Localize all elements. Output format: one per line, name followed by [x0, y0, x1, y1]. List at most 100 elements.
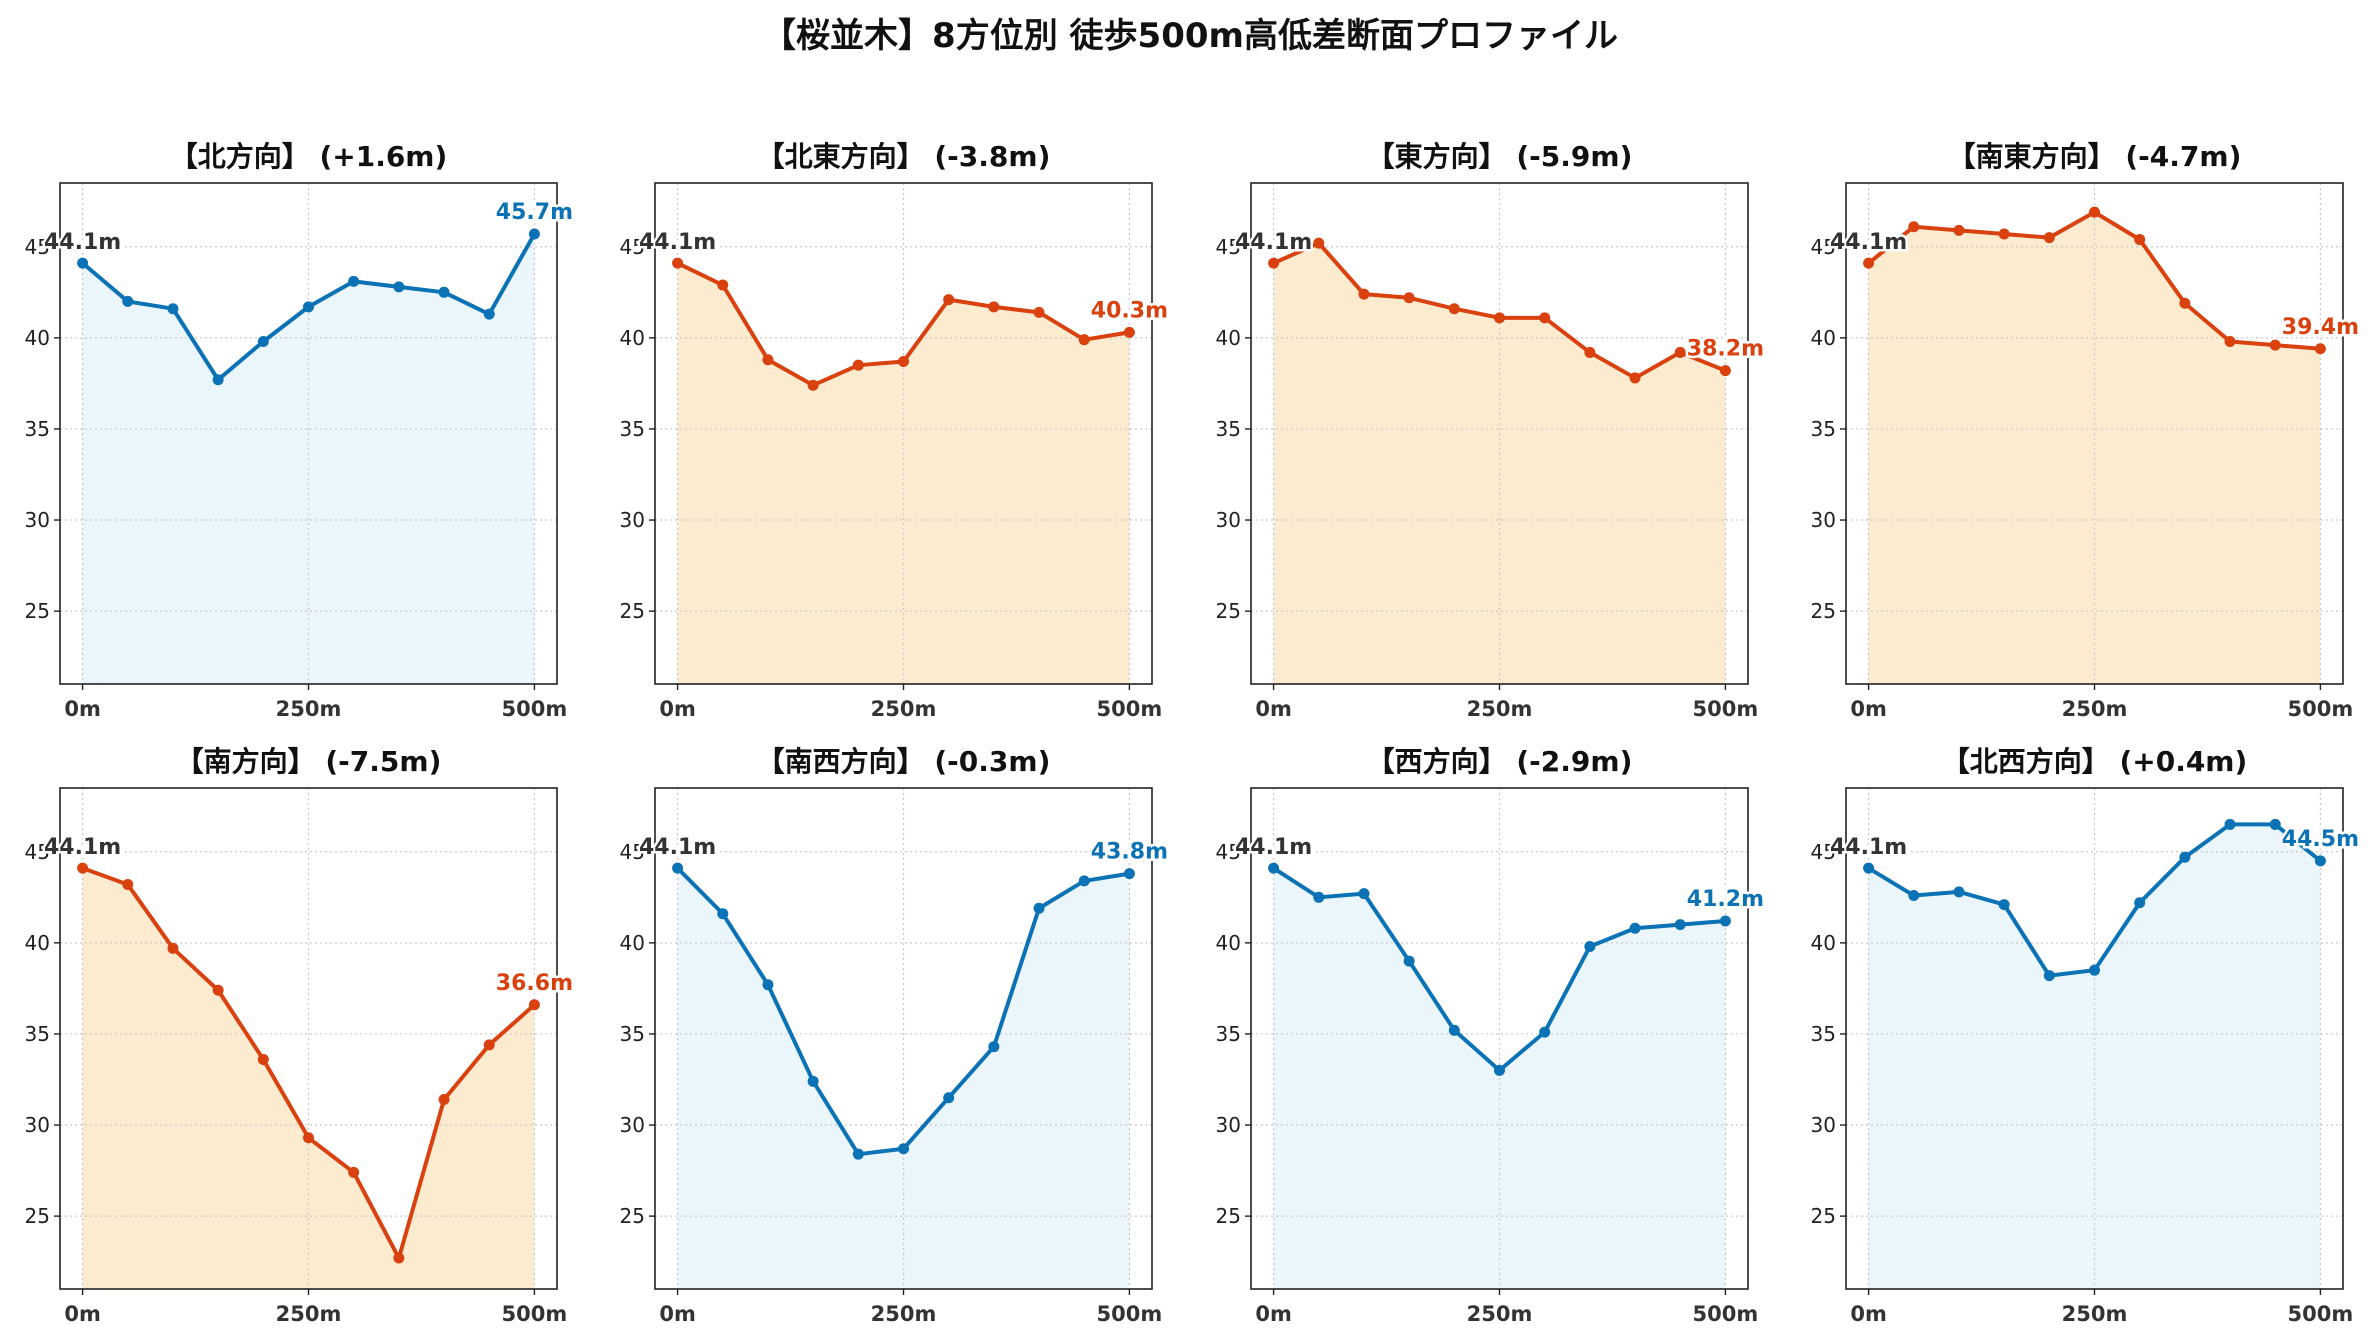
panel-title: 【北東方向】 (-3.8m) [757, 140, 1051, 173]
data-point [1908, 889, 1920, 901]
data-point [257, 335, 269, 347]
y-tick-label: 35 [620, 1022, 645, 1046]
data-point [2043, 970, 2055, 982]
area-fill [1868, 824, 2321, 1289]
x-tick-label: 250m [871, 1302, 937, 1326]
start-label: 44.1m [1830, 835, 1907, 860]
data-point [348, 1166, 360, 1178]
start-label: 44.1m [1830, 230, 1907, 255]
panel-1: 25 30 35 40 45 0m 250m 500m 44.1m 45.7m 【北方向】 (+1.… [25, 140, 576, 721]
data-point [1998, 899, 2010, 911]
data-point [762, 979, 774, 991]
y-tick-label: 45 [25, 235, 50, 259]
data-point [2224, 818, 2236, 830]
panel-5: 25 30 35 40 45 0m 250m 500m 44.1m 36.6m 【南方向】 (-7.… [25, 745, 576, 1326]
x-tick-label: 250m [871, 697, 937, 721]
data-point [943, 1092, 955, 1104]
data-point [1494, 1064, 1505, 1076]
start-label: 44.1m [1235, 230, 1312, 255]
data-point [1123, 868, 1135, 880]
data-point [348, 275, 360, 287]
data-point [1953, 224, 1965, 236]
y-tick-label: 30 [620, 508, 645, 532]
end-label: 38.2m [1687, 337, 1764, 362]
x-tick-label: 250m [2062, 697, 2128, 721]
y-tick-label: 40 [1216, 326, 1241, 350]
x-tick-label: 500m [1097, 697, 1163, 721]
data-point [303, 301, 314, 313]
data-point [1078, 875, 1090, 887]
x-tick-label: 250m [276, 1302, 342, 1326]
data-point [672, 257, 684, 269]
data-point [1629, 922, 1641, 934]
panel-3: 25 30 35 40 45 0m 250m 500m 44.1m 38.2m 【東方向】 (-5.… [1216, 140, 1767, 721]
data-point [122, 295, 134, 307]
data-point [898, 1143, 909, 1155]
data-point [1358, 288, 1370, 300]
data-point [1033, 902, 1045, 914]
panel-title: 【北西方向】 (+0.4m) [1942, 745, 2248, 778]
x-tick-label: 500m [1097, 1302, 1163, 1326]
start-label: 44.1m [44, 230, 121, 255]
x-tick-label: 0m [659, 697, 696, 721]
data-point [1674, 346, 1686, 358]
x-tick-label: 0m [1255, 1302, 1292, 1326]
data-point [1719, 915, 1731, 927]
x-tick-label: 500m [502, 1302, 568, 1326]
x-tick-label: 500m [2288, 1302, 2354, 1326]
y-tick-label: 25 [1811, 599, 1836, 623]
data-point [2089, 206, 2100, 218]
y-tick-label: 30 [1811, 508, 1836, 532]
data-point [1584, 346, 1596, 358]
end-label: 44.5m [2282, 827, 2359, 852]
y-tick-label: 35 [25, 1022, 50, 1046]
x-tick-label: 500m [1693, 1302, 1759, 1326]
panel-title: 【南西方向】 (-0.3m) [757, 745, 1051, 778]
y-tick-label: 30 [1216, 1113, 1241, 1137]
data-point [2179, 851, 2191, 863]
data-point [2089, 964, 2100, 976]
data-point [1123, 326, 1135, 338]
data-point [1863, 257, 1875, 269]
data-point [717, 908, 729, 920]
y-tick-label: 25 [620, 1204, 645, 1228]
end-label: 45.7m [496, 200, 573, 225]
data-point [1448, 1024, 1460, 1036]
y-tick-label: 45 [1216, 840, 1241, 864]
y-tick-label: 30 [1811, 1113, 1836, 1137]
y-tick-label: 40 [1811, 326, 1836, 350]
data-point [483, 308, 495, 320]
y-tick-label: 45 [1811, 235, 1836, 259]
data-point [1268, 862, 1280, 874]
data-point [77, 862, 89, 874]
y-tick-label: 25 [1216, 599, 1241, 623]
data-point [393, 281, 405, 293]
x-tick-label: 250m [1467, 697, 1533, 721]
y-tick-label: 35 [1216, 1022, 1241, 1046]
data-point [1448, 303, 1460, 315]
y-tick-label: 25 [1216, 1204, 1241, 1228]
panel-4: 25 30 35 40 45 0m 250m 500m 44.1m 39.4m 【南東方向】 (-4… [1811, 140, 2362, 721]
x-tick-label: 250m [1467, 1302, 1533, 1326]
y-tick-label: 35 [25, 417, 50, 441]
data-point [1908, 221, 1920, 233]
x-tick-label: 0m [1850, 697, 1887, 721]
data-point [212, 984, 224, 996]
data-point [2269, 818, 2281, 830]
data-point [988, 301, 1000, 313]
data-point [1674, 919, 1686, 931]
data-point [2043, 232, 2055, 244]
y-tick-label: 30 [1216, 508, 1241, 532]
data-point [717, 279, 729, 291]
y-tick-label: 45 [620, 235, 645, 259]
data-point [528, 999, 540, 1011]
end-label: 39.4m [2282, 315, 2359, 340]
data-point [898, 356, 909, 368]
panel-title: 【北方向】 (+1.6m) [170, 140, 448, 173]
data-point [303, 1132, 314, 1144]
y-tick-label: 25 [1811, 1204, 1836, 1228]
data-point [852, 1148, 864, 1160]
x-tick-label: 0m [659, 1302, 696, 1326]
y-tick-label: 25 [25, 1204, 50, 1228]
